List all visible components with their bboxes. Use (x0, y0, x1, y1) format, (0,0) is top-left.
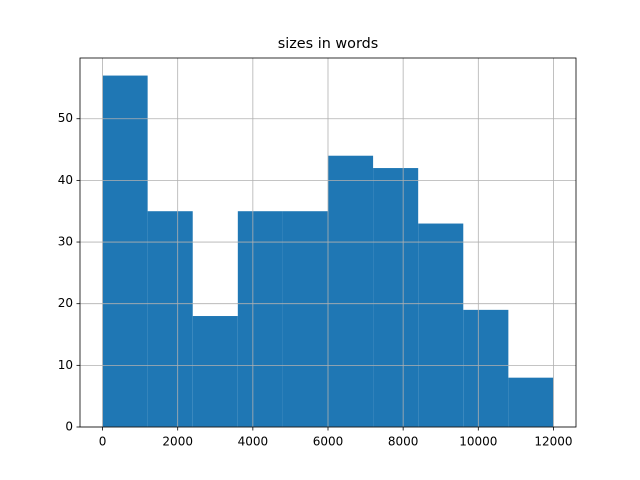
y-tick-label: 20 (58, 296, 73, 310)
y-tick-label: 40 (58, 173, 73, 187)
y-tick-label: 30 (58, 235, 73, 249)
y-tick-label: 0 (65, 420, 73, 434)
x-tick-label: 4000 (238, 435, 269, 449)
bar (508, 377, 554, 427)
x-tick-label: 0 (99, 435, 107, 449)
bar (192, 316, 238, 427)
x-tick-label: 12000 (534, 435, 572, 449)
bar (102, 75, 148, 428)
x-tick-label: 6000 (313, 435, 344, 449)
y-tick-label: 50 (58, 111, 73, 125)
bar (463, 309, 509, 427)
bar (237, 211, 283, 427)
x-tick-label: 10000 (459, 435, 497, 449)
bar (328, 155, 374, 427)
x-tick-label: 8000 (388, 435, 419, 449)
bar (282, 211, 328, 427)
ticks: 0 2000 4000 6000 8000 10000 12000 0 10 20 30 40 50 (58, 111, 573, 448)
y-tick-label: 10 (58, 358, 73, 372)
chart-title: sizes in words (278, 36, 379, 52)
bar (373, 168, 419, 428)
bar (147, 211, 193, 427)
bar (418, 223, 464, 427)
bars (102, 75, 554, 428)
x-tick-label: 2000 (162, 435, 193, 449)
